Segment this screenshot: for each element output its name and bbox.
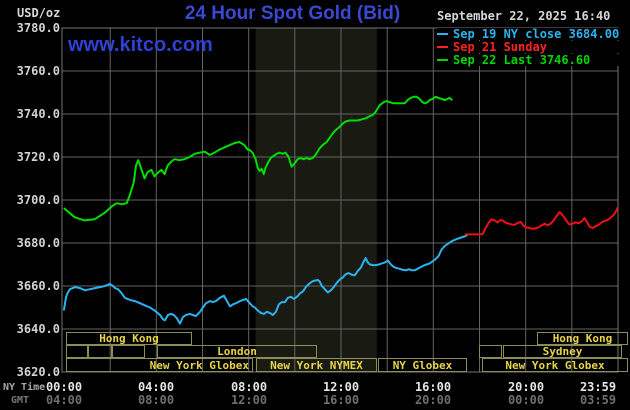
gmt-tick-label: 16:00 [322,393,360,407]
gmt-tick-label: 04:00 [45,393,83,407]
legend-swatch [437,33,448,35]
series-sep-22-last [63,95,453,222]
session-box [88,345,112,358]
y-tick-label: 3660.0 [16,279,60,293]
legend-entry: Sep 19 NY close 3684.00 [437,27,630,41]
chart-title: 24 Hour Spot Gold (Bid) [184,3,401,24]
y-tick-label: 3720.0 [16,150,60,164]
legend-entry: Sep 21 Sunday [437,40,630,54]
series-sep-19-ny-close [63,233,469,325]
session-box-sydney: Sydney [503,345,622,358]
legend-label: Sep 22 Last 3746.60 [453,53,591,67]
legend: September 22, 2025 16:40 Sep 19 NY close… [437,9,630,67]
ny-time-tick-label: 08:00 [230,380,268,394]
session-box [112,345,145,358]
y-tick-label: 3740.0 [16,107,60,121]
y-tick-label: 3760.0 [16,64,60,78]
legend-entry: Sep 22 Last 3746.60 [437,53,630,67]
ny-time-tick-label: 23:59 [579,380,617,394]
gmt-tick-label: 20:00 [414,393,452,407]
session-box-hong-kong: Hong Kong [66,332,192,345]
gmt-tick-label: 12:00 [230,393,268,407]
session-box-hong-kong: Hong Kong [537,332,628,345]
gmt-axis-label: GMT [11,395,30,406]
gmt-tick-label: 03:59 [579,393,617,407]
ny-time-tick-label: 00:00 [45,380,83,394]
session-box [66,345,88,358]
y-axis-units-label: USD/oz [17,6,61,20]
ny-time-tick-label: 16:00 [414,380,452,394]
legend-entries: Sep 19 NY close 3684.00 Sep 21 Sunday Sep … [437,27,630,67]
plot-border [61,27,619,373]
session-box [479,345,502,358]
y-tick-label: 3620.0 [16,365,60,379]
y-tick-label: 3640.0 [16,322,60,336]
y-tick-label: 3780.0 [16,21,60,35]
session-box-london: London [157,345,317,358]
session-box-ny-globex: NY Globex [378,358,467,372]
kitco-watermark-link[interactable]: www.kitco.com [68,34,213,56]
gmt-tick-label: 08:00 [137,393,175,407]
legend-swatch [437,59,448,61]
gmt-tick-label: 00:00 [507,393,545,407]
series-sep-21-sunday [464,207,619,236]
ny-time-tick-label: 04:00 [137,380,175,394]
y-tick-label: 3700.0 [16,193,60,207]
ny-time-tick-label: 12:00 [322,380,360,394]
session-box-new-york-globex: New York Globex [482,358,628,372]
session-box-new-york-nymex: New York NYMEX [256,358,377,372]
legend-label: Sep 21 Sunday [453,40,547,54]
y-tick-label: 3680.0 [16,236,60,250]
datetime-label: September 22, 2025 16:40 [437,9,611,23]
legend-swatch [437,46,448,48]
session-box-new-york-globex: New York Globex [66,358,253,372]
ny-time-tick-label: 20:00 [507,380,545,394]
ny-time-axis-label: NY Time [3,382,46,393]
legend-label: Sep 19 NY close 3684.00 [453,27,620,41]
